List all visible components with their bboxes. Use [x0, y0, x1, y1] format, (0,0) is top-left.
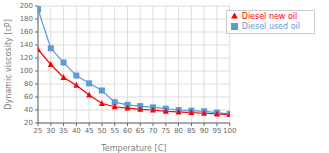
svg-text:100: 100 [20, 67, 33, 75]
svg-text:55: 55 [110, 127, 119, 135]
svg-text:35: 35 [59, 127, 68, 135]
svg-text:120: 120 [20, 54, 33, 62]
svg-text:75: 75 [161, 127, 170, 135]
svg-text:180: 180 [20, 15, 33, 23]
html-text:Diesel new oil: Diesel new oil [241, 12, 298, 21]
svg-text:30: 30 [46, 127, 55, 135]
svg-text:25: 25 [34, 127, 43, 135]
svg-text:100: 100 [223, 127, 236, 135]
svg-text:40: 40 [24, 106, 33, 114]
svg-text:40: 40 [72, 127, 81, 135]
svg-text:60: 60 [123, 127, 132, 135]
svg-text:Dynamic viscosity [cP]: Dynamic viscosity [cP] [8, 19, 13, 110]
svg-text:80: 80 [24, 80, 33, 88]
svg-text:200: 200 [20, 2, 33, 10]
svg-text:65: 65 [136, 127, 145, 135]
svg-text:20: 20 [24, 119, 33, 127]
svg-text:95: 95 [212, 127, 221, 135]
svg-text:80: 80 [174, 127, 183, 135]
svg-text:70: 70 [149, 127, 158, 135]
svg-text:90: 90 [200, 127, 209, 135]
svg-text:45: 45 [85, 127, 94, 135]
svg-text:Temperature [C]: Temperature [C] [100, 144, 166, 153]
svg-text:160: 160 [20, 28, 33, 36]
svg-text:140: 140 [20, 41, 33, 49]
svg-text:85: 85 [187, 127, 196, 135]
svg-text:50: 50 [97, 127, 106, 135]
html-text:Diesel used oil: Diesel used oil [241, 22, 300, 31]
svg-text:60: 60 [24, 93, 33, 101]
